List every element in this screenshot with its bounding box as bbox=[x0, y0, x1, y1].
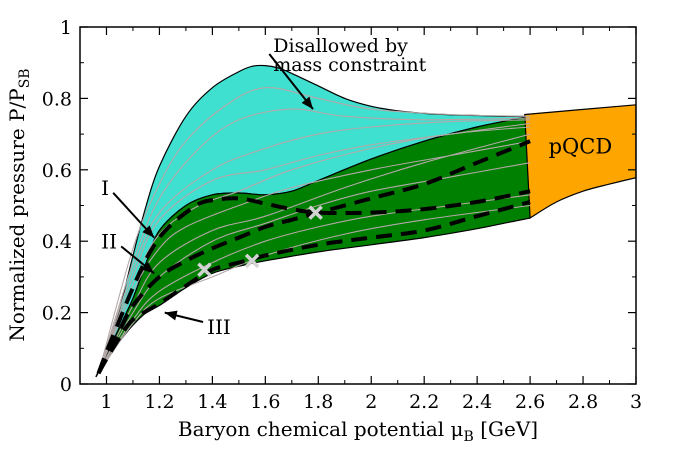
y-tick-label: 0.4 bbox=[42, 231, 72, 253]
arrow-ii bbox=[120, 245, 155, 275]
x-tick-label: 1.8 bbox=[303, 391, 333, 413]
y-tick-label: 0 bbox=[60, 374, 72, 396]
y-tick-label: 0.6 bbox=[42, 160, 72, 182]
x-tick-label: 1.6 bbox=[250, 391, 280, 413]
x-tick-label: 1 bbox=[100, 391, 112, 413]
ticks-layer: 1 1.2 1.4 1.6 1.8 2 2.2 2.4 2.6 2.8 3 0 0.2 0.4 0.6 0.8… bbox=[42, 17, 642, 413]
y-axis-label: Normalized pressure P/PSB bbox=[5, 68, 33, 341]
arrow-i bbox=[112, 192, 155, 239]
region-label-pqcd: pQCD bbox=[549, 135, 613, 159]
x-tick-label: 2.4 bbox=[462, 391, 492, 413]
marker-x-1 bbox=[197, 262, 212, 277]
annotation-ii: II bbox=[101, 229, 117, 253]
x-tick-label: 3 bbox=[630, 391, 642, 413]
region-pqcd bbox=[524, 104, 636, 220]
x-tick-label: 2.6 bbox=[515, 391, 545, 413]
y-tick-label: 1 bbox=[60, 17, 72, 39]
series-i bbox=[96, 189, 531, 375]
sample-curve-6 bbox=[97, 140, 531, 374]
sample-curve-1 bbox=[97, 87, 531, 374]
markers-layer bbox=[197, 205, 323, 277]
marker-x-3 bbox=[308, 205, 323, 220]
annotation-disallowed-by-mass-constraint: Disallowed by mass constraint bbox=[273, 35, 426, 76]
x-tick-label: 2.8 bbox=[568, 391, 598, 413]
series-ii bbox=[96, 139, 531, 375]
sample-curve-2 bbox=[97, 108, 531, 374]
x-tick-label: 2 bbox=[365, 391, 377, 413]
x-tick-label: 1.4 bbox=[197, 391, 227, 413]
arrow-disallowed-by-mass-constraint bbox=[268, 53, 314, 110]
x-tick-label: 2.2 bbox=[409, 391, 439, 413]
series-layer bbox=[96, 139, 531, 375]
y-tick-label: 0.2 bbox=[42, 303, 72, 325]
x-tick-label: 1.2 bbox=[144, 391, 174, 413]
sample-curve-3 bbox=[97, 119, 531, 374]
annotation-i: I bbox=[101, 176, 109, 200]
annotation-iii: III bbox=[207, 315, 231, 339]
marker-x-2 bbox=[244, 253, 260, 269]
arrow-iii bbox=[164, 310, 204, 323]
x-axis-label: Baryon chemical potential μB [GeV] bbox=[178, 417, 538, 445]
y-tick-label: 0.8 bbox=[42, 88, 72, 110]
